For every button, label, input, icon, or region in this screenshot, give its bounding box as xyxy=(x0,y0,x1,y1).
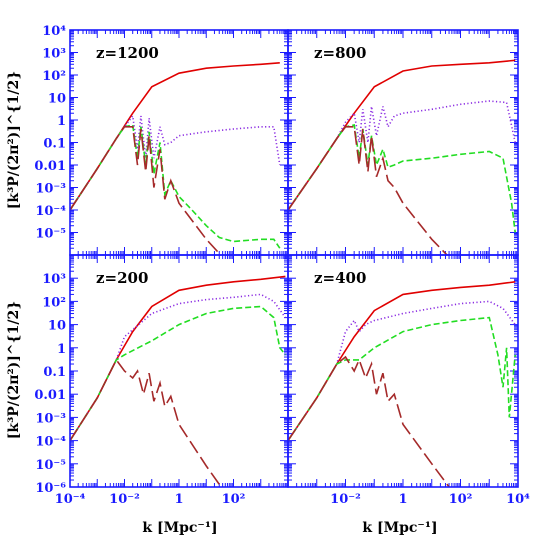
series-group xyxy=(70,275,287,487)
y-tick-label: 10⁻⁴ xyxy=(35,435,66,450)
series-solid-line xyxy=(288,59,516,211)
series-dotted-line xyxy=(288,100,516,211)
y-tick-label: 10 xyxy=(48,319,66,334)
y-tick-label: 0.1 xyxy=(43,365,66,380)
series-longdash-line xyxy=(288,355,450,487)
panel-title: z=400 xyxy=(314,269,366,287)
y-tick-label: 10³ xyxy=(42,47,66,62)
y-tick-label: 10⁻⁴ xyxy=(35,204,66,219)
series-dotted-line xyxy=(70,113,281,211)
y-tick-label: 10² xyxy=(42,69,66,84)
y-tick-label: 10⁻³ xyxy=(35,182,66,197)
series-dashed-line xyxy=(70,124,281,249)
series-group xyxy=(288,281,516,487)
series-solid-line xyxy=(70,62,280,211)
x-tick-label: 1 xyxy=(398,492,407,507)
y-axis-label-bottom: [k³P/(2π²)]^{1/2} xyxy=(6,301,22,439)
y-tick-label: 1 xyxy=(57,342,66,357)
y-tick-label: 0.01 xyxy=(34,159,66,174)
series-dashed-line xyxy=(288,316,516,442)
x-tick-label: 10⁻² xyxy=(109,492,140,507)
panel-title: z=1200 xyxy=(96,44,159,62)
y-tick-label: 10⁻⁶ xyxy=(35,481,66,496)
y-tick-label: 0.1 xyxy=(43,137,66,152)
series-longdash-line xyxy=(70,358,223,487)
y-tick-label: 10 xyxy=(48,92,66,107)
x-tick-label: 1 xyxy=(174,492,183,507)
series-dashed-line xyxy=(288,124,516,233)
series-dotted-line xyxy=(288,300,516,442)
x-tick-label: 10⁻² xyxy=(330,492,361,507)
series-group xyxy=(70,62,281,255)
series-solid-line xyxy=(288,281,516,442)
y-tick-label: 10³ xyxy=(42,272,66,287)
x-tick-label: 10⁻⁴ xyxy=(55,492,86,507)
y-tick-label: 10² xyxy=(42,295,66,310)
y-axis-label-top: [k³P/(2π²)]^{1/2} xyxy=(6,71,22,209)
y-tick-label: 10⁻³ xyxy=(35,411,66,426)
panel-3: z=400 10⁻² 1 10² 10⁴ xyxy=(287,254,530,507)
panel-title: z=200 xyxy=(96,269,148,287)
y-tick-label: 10⁴ xyxy=(42,24,66,39)
y-tick-label: 10⁻⁵ xyxy=(35,458,66,473)
panel-1: z=800 xyxy=(287,29,519,256)
panel-0: z=1200 10⁴ 10³ 10² 10 1 0.1 0.01 10⁻³ 10⁻⁴ 10⁻⁵ xyxy=(34,24,289,256)
x-tick-label: 10² xyxy=(449,492,473,507)
series-longdash-line xyxy=(288,126,449,255)
x-axis-label-left: k [Mpc⁻¹] xyxy=(142,520,217,536)
series-group xyxy=(288,59,516,255)
series-solid-line xyxy=(70,275,286,442)
x-tick-label: 10⁴ xyxy=(506,492,530,507)
panel-frame xyxy=(69,29,289,256)
panel-frame xyxy=(287,254,519,488)
panel-title: z=800 xyxy=(314,44,366,62)
y-tick-label: 10⁻⁵ xyxy=(35,227,66,242)
panel-2: z=20010³10²1010.10.0110⁻³10⁻⁴10⁻⁵10⁻⁶10⁻… xyxy=(34,254,289,507)
x-tick-label: 10² xyxy=(222,492,246,507)
y-tick-label: 1 xyxy=(57,114,66,129)
y-tick-label: 0.01 xyxy=(34,388,66,403)
x-axis-label-right: k [Mpc⁻¹] xyxy=(362,520,437,536)
